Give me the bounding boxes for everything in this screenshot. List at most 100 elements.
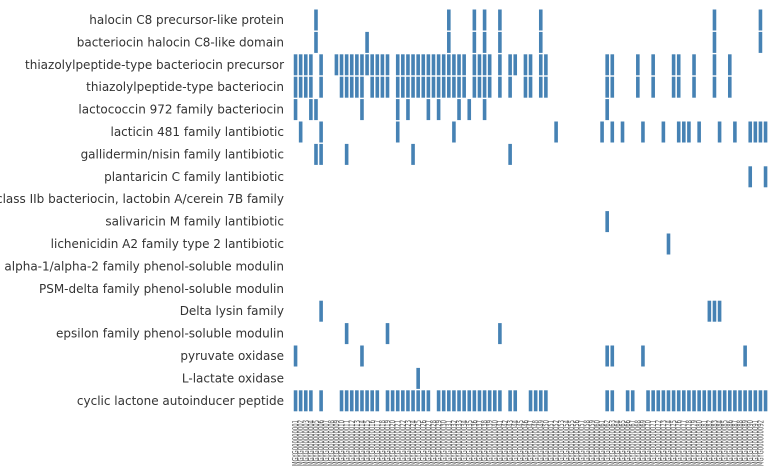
column-label: MGYG000000069 bbox=[639, 420, 649, 466]
heatmap-cell bbox=[763, 390, 768, 412]
column-label: MGYG000000083 bbox=[710, 420, 720, 466]
heatmap-cell bbox=[498, 54, 502, 76]
heatmap-cell bbox=[344, 323, 349, 345]
column-label: MGYG000000073 bbox=[659, 420, 669, 466]
heatmap-cell bbox=[508, 54, 512, 76]
row-label: pyruvate oxidase bbox=[180, 349, 284, 363]
heatmap-cell bbox=[355, 54, 359, 76]
column-label: MGYG000000058 bbox=[583, 420, 593, 466]
heatmap-cell bbox=[523, 76, 528, 98]
heatmap-cell bbox=[482, 31, 487, 53]
column-label: MGYG000000023 bbox=[404, 420, 414, 466]
column-label: MGYG000000056 bbox=[573, 420, 583, 466]
heatmap-cell bbox=[457, 390, 461, 412]
heatmap-cell bbox=[748, 121, 753, 143]
column-label: MGYG000000042 bbox=[501, 420, 511, 466]
heatmap-cell bbox=[753, 121, 758, 143]
heatmap-cell bbox=[375, 76, 380, 98]
heatmap-cell bbox=[538, 76, 543, 98]
heatmap-cell bbox=[426, 390, 431, 412]
heatmap-cell bbox=[605, 390, 609, 412]
heatmap-cell bbox=[717, 390, 722, 412]
heatmap-cell bbox=[457, 99, 461, 121]
heatmap-cell bbox=[447, 31, 451, 53]
heatmap-cell bbox=[355, 76, 359, 98]
column-label: MGYG000000049 bbox=[537, 420, 547, 466]
heatmap-cell bbox=[309, 54, 313, 76]
heatmap-cell bbox=[651, 76, 655, 98]
column-label: MGYG000000086 bbox=[726, 420, 736, 466]
heatmap-cell bbox=[676, 390, 681, 412]
heatmap-cell bbox=[309, 99, 313, 121]
heatmap-cell bbox=[334, 54, 339, 76]
heatmap-cell bbox=[636, 54, 640, 76]
heatmap-cell bbox=[707, 300, 712, 322]
row-label: cyclic lactone autoinducer peptide bbox=[77, 394, 284, 408]
heatmap-cell bbox=[319, 390, 323, 412]
heatmap-cell bbox=[630, 390, 635, 412]
heatmap-cell bbox=[538, 54, 543, 76]
row-label: alpha-1/alpha-2 family phenol-soluble mo… bbox=[4, 259, 284, 273]
heatmap-cell bbox=[676, 76, 681, 98]
column-label: MGYG000000041 bbox=[496, 420, 506, 466]
heatmap-cell bbox=[671, 54, 676, 76]
heatmap-cell bbox=[477, 390, 482, 412]
heatmap-cell bbox=[406, 54, 410, 76]
column-label: MGYG000000089 bbox=[741, 420, 751, 466]
heatmap-cell bbox=[712, 300, 717, 322]
heatmap-cell bbox=[431, 54, 436, 76]
row-label: plantaricin C family lantibiotic bbox=[104, 170, 284, 184]
heatmap-cell bbox=[498, 323, 502, 345]
column-label: MGYG000000022 bbox=[399, 420, 409, 466]
column-label: MGYG000000085 bbox=[721, 420, 731, 466]
heatmap-cell bbox=[528, 54, 533, 76]
heatmap-cell bbox=[610, 54, 615, 76]
heatmap-cell bbox=[477, 54, 482, 76]
heatmap-cell bbox=[441, 76, 446, 98]
column-label: MGYG000000088 bbox=[736, 420, 746, 466]
heatmap-cell bbox=[641, 345, 645, 367]
column-label: MGYG000000059 bbox=[588, 420, 598, 466]
column-label: MGYG000000020 bbox=[389, 420, 399, 466]
column-label: MGYG000000046 bbox=[521, 420, 531, 466]
column-label: MGYG000000011 bbox=[343, 420, 353, 466]
row-label: PSM-delta family phenol-soluble modulin bbox=[39, 282, 284, 296]
heatmap-cell bbox=[365, 54, 369, 76]
heatmap-cell bbox=[625, 390, 630, 412]
heatmap-cell bbox=[676, 54, 681, 76]
row-label: Delta lysin family bbox=[180, 304, 284, 318]
heatmap-cell bbox=[697, 121, 701, 143]
column-label: MGYG000000035 bbox=[465, 420, 475, 466]
column-label: MGYG000000063 bbox=[608, 420, 618, 466]
heatmap-cell bbox=[528, 76, 533, 98]
column-label: MGYG000000050 bbox=[542, 420, 552, 466]
heatmap-cell bbox=[457, 54, 461, 76]
column-label: MGYG000000055 bbox=[567, 420, 577, 466]
heatmap-cell bbox=[309, 76, 313, 98]
heatmap-cell bbox=[411, 76, 415, 98]
heatmap-cell bbox=[482, 390, 487, 412]
heatmap-cell bbox=[360, 390, 364, 412]
column-label: MGYG000000037 bbox=[475, 420, 485, 466]
column-label: MGYG000000004 bbox=[307, 420, 317, 466]
column-label: MGYG000000039 bbox=[486, 420, 496, 466]
heatmap-cell bbox=[380, 76, 385, 98]
heatmap-cell bbox=[523, 54, 528, 76]
heatmap-cell bbox=[554, 121, 558, 143]
heatmap-cell bbox=[411, 54, 415, 76]
column-label: MGYG000000071 bbox=[649, 420, 659, 466]
column-label: MGYG000000074 bbox=[664, 420, 674, 466]
column-label: MGYG000000052 bbox=[552, 420, 562, 466]
heatmap-cell bbox=[401, 76, 405, 98]
heatmap-cell bbox=[472, 76, 477, 98]
column-label: MGYG000000016 bbox=[368, 420, 378, 466]
heatmap-cell bbox=[395, 54, 400, 76]
heatmap-cell bbox=[344, 390, 349, 412]
column-label: MGYG000000054 bbox=[562, 420, 572, 466]
heatmap-cell bbox=[733, 121, 737, 143]
heatmap-cell bbox=[605, 211, 609, 233]
heatmap-cell bbox=[498, 76, 502, 98]
heatmap-cell bbox=[401, 54, 405, 76]
heatmap-cell bbox=[452, 390, 456, 412]
row-label: epsilon family phenol-soluble modulin bbox=[56, 327, 284, 341]
